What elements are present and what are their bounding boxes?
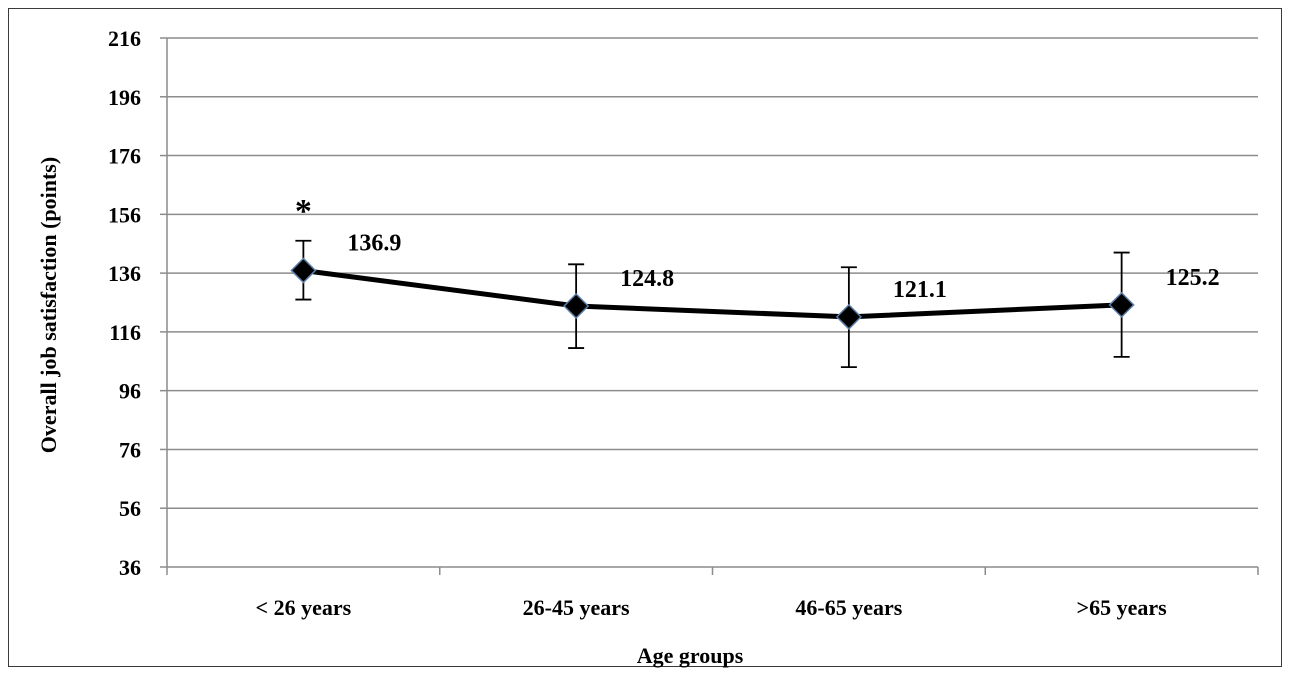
x-tick-label: < 26 years bbox=[256, 595, 352, 620]
x-axis-title: Age groups bbox=[637, 643, 744, 668]
data-markers bbox=[290, 257, 1135, 330]
y-tick-label: 156 bbox=[108, 202, 141, 227]
y-tick-label: 176 bbox=[108, 144, 141, 169]
x-tick-label: 46-65 years bbox=[795, 595, 902, 620]
series-lines bbox=[303, 267, 1122, 320]
y-axis-title: Overall job satisfaction (points) bbox=[36, 157, 61, 453]
y-tick-label: 196 bbox=[108, 85, 141, 110]
data-label: 136.9 bbox=[347, 230, 401, 256]
data-point-marker bbox=[290, 257, 317, 284]
data-label: 121.1 bbox=[893, 277, 947, 303]
x-tick-labels: < 26 years 26-45 years 46-65 years >65 year… bbox=[256, 595, 1168, 620]
gridlines bbox=[167, 37, 1258, 509]
y-tick-label: 36 bbox=[119, 555, 141, 580]
x-tick-label: >65 years bbox=[1077, 595, 1168, 620]
series-line bbox=[303, 267, 1122, 320]
chart-frame bbox=[8, 8, 1282, 667]
x-tick-label: 26-45 years bbox=[523, 595, 630, 620]
data-point-marker bbox=[1108, 291, 1135, 318]
data-labels: 136.9 124.8 121.1 125.2 bbox=[347, 230, 1219, 302]
y-tick-label: 136 bbox=[108, 261, 141, 286]
y-tick-label: 96 bbox=[119, 379, 141, 404]
significance-asterisk: * bbox=[295, 193, 312, 230]
y-tick-label: 76 bbox=[119, 437, 141, 462]
data-label: 125.2 bbox=[1166, 265, 1220, 291]
y-tick-label: 216 bbox=[108, 26, 141, 51]
annotations: * bbox=[295, 193, 312, 230]
y-tick-label: 56 bbox=[119, 496, 141, 521]
axes bbox=[160, 37, 1259, 575]
data-point-marker bbox=[563, 292, 590, 320]
y-tick-labels: 36 56 76 96 116 136 156 176 196 216 bbox=[108, 26, 141, 580]
error-bars bbox=[295, 239, 1130, 369]
data-point-marker bbox=[835, 303, 862, 330]
y-tick-label: 116 bbox=[109, 320, 141, 345]
data-label: 124.8 bbox=[620, 266, 674, 292]
